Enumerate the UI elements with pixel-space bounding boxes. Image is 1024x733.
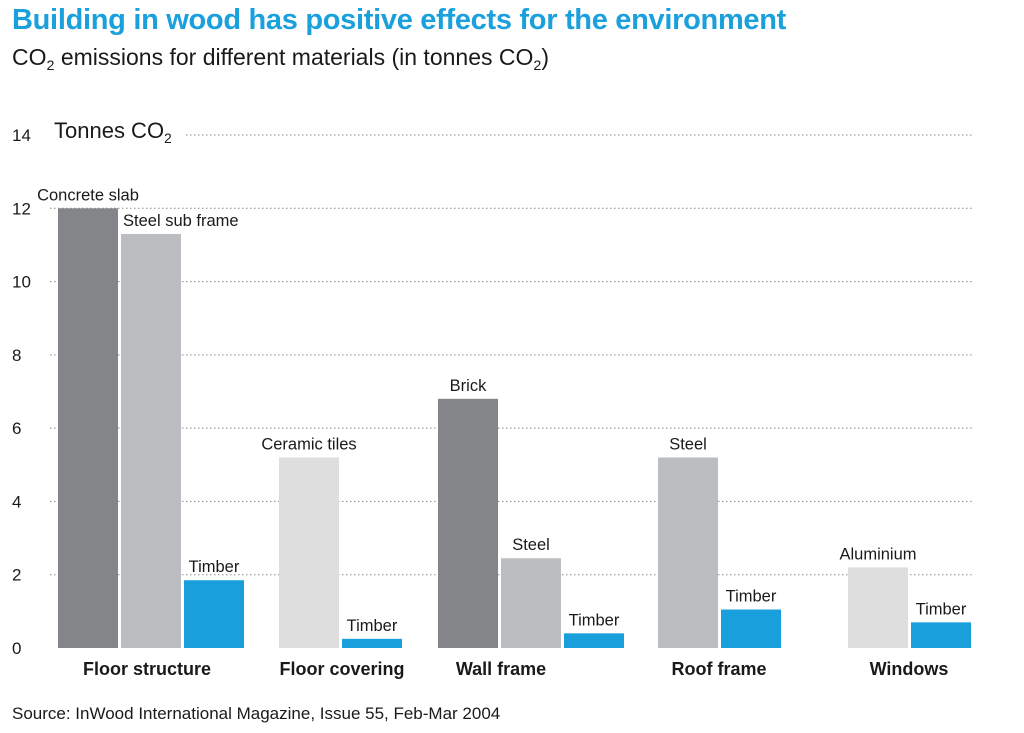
- y-tick-label: 2: [12, 566, 21, 585]
- y-tick-label: 4: [12, 492, 21, 511]
- chart-bars: [58, 208, 971, 649]
- y-tick-label: 14: [12, 126, 31, 145]
- bar-floor-structure-timber: [184, 580, 244, 648]
- bar-roof-frame-steel: [658, 457, 718, 648]
- subtitle-suffix: ): [541, 44, 549, 70]
- y-tick-label: 8: [12, 346, 21, 365]
- bar-wall-frame-timber: [564, 633, 624, 648]
- y-tick-label: 0: [12, 639, 21, 658]
- y-tick-label: 12: [12, 199, 31, 218]
- bar-floor-structure-concrete-slab: [58, 208, 118, 649]
- bar-wall-frame-steel: [501, 558, 561, 648]
- y-axis-ticks: 0 2 4 6 8 10 12 14: [12, 126, 31, 658]
- bar-windows-timber: [911, 622, 971, 648]
- subtitle-subscript: 2: [46, 57, 55, 74]
- y-axis-label-text: Tonnes CO: [54, 118, 165, 143]
- bar-label: Timber: [916, 600, 967, 618]
- bar-floor-covering-timber: [342, 638, 402, 648]
- x-category-label: Wall frame: [456, 659, 546, 679]
- chart-title: Building in wood has positive effects fo…: [12, 4, 787, 36]
- x-axis-category-labels: Floor structure Floor covering Wall frame R…: [83, 659, 948, 679]
- subtitle-subscript-2: 2: [533, 57, 542, 74]
- bar-label: Timber: [726, 588, 777, 606]
- bar-label: Aluminium: [839, 545, 916, 563]
- chart-subtitle: CO2 emissions for different materials (i…: [12, 44, 549, 74]
- y-tick-label: 10: [12, 273, 31, 292]
- subtitle-middle: emissions for different materials (in to…: [54, 44, 534, 70]
- x-category-label: Floor structure: [83, 659, 211, 679]
- y-tick-label: 6: [12, 419, 21, 438]
- bar-roof-frame-timber: [721, 609, 781, 648]
- bar-label: Steel: [512, 536, 550, 554]
- x-category-label: Floor covering: [279, 659, 404, 679]
- source-note: Source: InWood International Magazine, I…: [12, 704, 501, 723]
- x-category-label: Roof frame: [671, 659, 766, 679]
- bar-chart: 0 2 4 6 8 10 12 14 Concrete slab Steel sub frame…: [12, 126, 972, 679]
- x-category-label: Windows: [870, 659, 949, 679]
- bar-label: Brick: [450, 377, 487, 395]
- bar-label: Ceramic tiles: [261, 435, 356, 453]
- bar-label: Timber: [347, 617, 398, 635]
- bar-windows-aluminium: [848, 567, 908, 648]
- bar-label: Concrete slab: [37, 186, 139, 204]
- bar-floor-structure-steel-sub-frame: [121, 233, 181, 648]
- bar-label: Timber: [189, 558, 240, 576]
- bar-wall-frame-brick: [438, 398, 498, 648]
- bar-label: Timber: [569, 611, 620, 629]
- chart-gridlines: [50, 134, 972, 576]
- chart-bar-labels: Concrete slab Steel sub frame Timber Cerami…: [37, 186, 967, 635]
- subtitle-prefix: CO: [12, 44, 47, 70]
- y-axis-label: Tonnes CO2: [54, 118, 172, 146]
- bar-floor-covering-ceramic-tiles: [279, 457, 339, 648]
- y-axis-label-subscript: 2: [164, 130, 172, 146]
- bar-label: Steel: [669, 435, 707, 453]
- bar-label: Steel sub frame: [123, 212, 239, 230]
